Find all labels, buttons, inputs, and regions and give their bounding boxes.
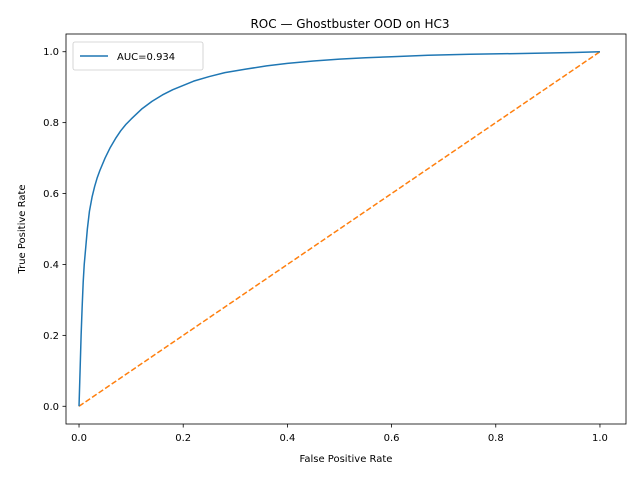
y-tick-label: 1.0 <box>43 47 59 58</box>
x-tick-label: 0.0 <box>71 433 87 444</box>
legend: AUC=0.934 <box>72 41 204 71</box>
plot-area <box>66 34 626 424</box>
x-axis-ticks: 0.0 0.2 0.4 0.6 0.8 1.0 <box>71 424 608 444</box>
y-axis-label: True Positive Rate <box>17 184 28 274</box>
x-tick-label: 0.8 <box>488 433 504 444</box>
y-axis-ticks: 0.0 0.2 0.4 0.6 0.8 1.0 <box>43 47 66 413</box>
chart-title: ROC — Ghostbuster OOD on HC3 <box>250 17 449 31</box>
y-tick-label: 0.2 <box>43 331 59 342</box>
x-axis-label: False Positive Rate <box>300 454 393 465</box>
y-tick-label: 0.8 <box>43 118 59 129</box>
roc-curve-line <box>78 50 600 407</box>
series-layer <box>78 50 601 407</box>
x-tick-label: 0.6 <box>384 433 400 444</box>
legend-box <box>72 41 204 71</box>
chance-diagonal-line <box>78 51 601 407</box>
legend-label: AUC=0.934 <box>117 52 175 63</box>
x-tick-label: 1.0 <box>592 433 608 444</box>
plot-frame <box>65 33 627 425</box>
y-tick-label: 0.0 <box>43 402 59 413</box>
x-tick-label: 0.2 <box>175 433 191 444</box>
y-tick-label: 0.6 <box>43 189 59 200</box>
y-tick-label: 0.4 <box>43 260 59 271</box>
x-tick-label: 0.4 <box>279 433 295 444</box>
